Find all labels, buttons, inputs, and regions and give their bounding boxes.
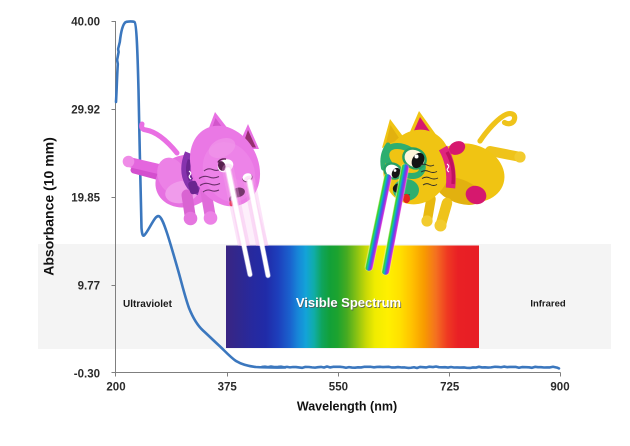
- svg-text:375: 375: [218, 382, 238, 394]
- svg-text:Absorbance (10 mm): Absorbance (10 mm): [41, 137, 57, 275]
- svg-text:Visible Spectrum: Visible Spectrum: [297, 296, 402, 311]
- svg-text:725: 725: [440, 382, 460, 394]
- svg-text:9.77: 9.77: [78, 281, 100, 293]
- svg-text:40.00: 40.00: [71, 17, 100, 29]
- svg-text:-0.30: -0.30: [74, 369, 100, 381]
- svg-text:900: 900: [550, 382, 569, 394]
- svg-text:Wavelength (nm): Wavelength (nm): [297, 400, 397, 414]
- svg-text:200: 200: [106, 382, 125, 394]
- svg-text:Infrared: Infrared: [530, 299, 566, 310]
- svg-text:Ultraviolet: Ultraviolet: [123, 299, 173, 310]
- svg-text:Visible Spectrum: Visible Spectrum: [296, 295, 401, 310]
- svg-text:19.85: 19.85: [71, 193, 100, 205]
- svg-text:29.92: 29.92: [71, 105, 100, 117]
- svg-text:550: 550: [329, 382, 348, 394]
